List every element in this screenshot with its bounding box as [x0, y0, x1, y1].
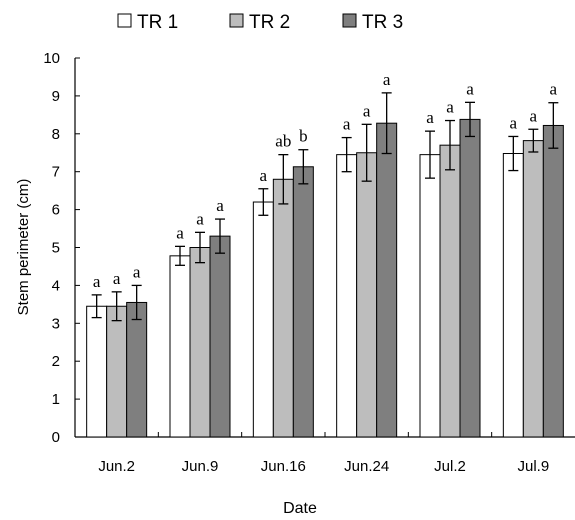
significance-label: a: [133, 262, 141, 281]
y-axis-label: Stem perimeter (cm): [15, 179, 32, 316]
x-tick-label: Jun.24: [344, 458, 389, 475]
legend-label: TR 2: [249, 12, 290, 33]
significance-label: a: [446, 98, 454, 117]
bar-tr3-jul2: [459, 118, 481, 438]
legend-swatch: [117, 13, 132, 28]
y-tick-label: 3: [52, 315, 60, 332]
legend: TR 1 TR 2 TR 3: [117, 12, 403, 33]
bar-tr1-jul2: [419, 154, 441, 438]
bar-tr2-jun16: [272, 178, 294, 438]
y-tick-label: 2: [52, 353, 60, 370]
x-tick-label: Jun.2: [98, 458, 135, 475]
bar-tr3-jun16: [292, 166, 314, 438]
significance-label: a: [176, 223, 184, 242]
y-tick-label: 10: [43, 50, 60, 67]
bar-tr1-jul9: [502, 153, 524, 438]
x-tick-label: Jun.16: [261, 458, 306, 475]
x-tick-label: Jul.2: [434, 458, 466, 475]
error-bars: [91, 92, 559, 322]
bar-tr2-jul9: [522, 140, 544, 438]
significance-label: a: [383, 70, 391, 89]
bar-tr2-jun24: [356, 152, 378, 438]
bar-tr3-jun9: [209, 235, 231, 438]
y-tick-label: 5: [52, 240, 60, 257]
significance-label: ab: [275, 132, 291, 151]
significance-label: a: [550, 80, 558, 99]
y-tick-label: 9: [52, 88, 60, 105]
significance-label: a: [510, 113, 518, 132]
bar-tr2-jun9: [189, 247, 211, 438]
bar-tr1-jun24: [336, 154, 358, 438]
x-ticks: Jun.2 Jun.9 Jun.16 Jun.24 Jul.2 Jul.9: [98, 432, 549, 475]
x-tick-label: Jun.9: [182, 458, 219, 475]
legend-swatch: [342, 13, 357, 28]
axes: [74, 58, 575, 438]
y-tick-label: 6: [52, 202, 60, 219]
significance-label: a: [196, 209, 204, 228]
bar-tr1-jun2: [86, 305, 108, 438]
significance-label: a: [466, 79, 474, 98]
bar-tr1-jun16: [252, 201, 274, 438]
significance-label: a: [113, 269, 121, 288]
x-tick-label: Jul.9: [517, 458, 549, 475]
significance-label: a: [216, 196, 224, 215]
y-tick-label: 8: [52, 126, 60, 143]
bar-tr3-jun2: [126, 301, 148, 438]
significance-label: a: [530, 106, 538, 125]
bar-tr1-jun9: [169, 255, 191, 438]
significance-label: b: [299, 127, 308, 146]
legend-label: TR 3: [362, 12, 403, 33]
significance-label: a: [426, 108, 434, 127]
y-ticks: 0 1 2 3 4 5 6 7 8 9 10: [43, 50, 80, 446]
significance-label: a: [343, 115, 351, 134]
bar-tr2-jul2: [439, 144, 461, 438]
legend-label: TR 1: [137, 12, 178, 33]
x-axis-label: Date: [283, 500, 317, 517]
bar-tr3-jul9: [542, 124, 564, 438]
y-tick-label: 0: [52, 429, 60, 446]
y-tick-label: 7: [52, 164, 60, 181]
significance-label: a: [93, 272, 101, 291]
bar-tr3-jun24: [376, 122, 398, 438]
significance-label: a: [260, 166, 268, 185]
significance-label: a: [363, 101, 371, 120]
legend-swatch: [229, 13, 244, 28]
y-tick-label: 1: [52, 391, 60, 408]
y-tick-label: 4: [52, 277, 60, 294]
bars: [86, 118, 564, 438]
bar-tr2-jun2: [106, 305, 128, 438]
